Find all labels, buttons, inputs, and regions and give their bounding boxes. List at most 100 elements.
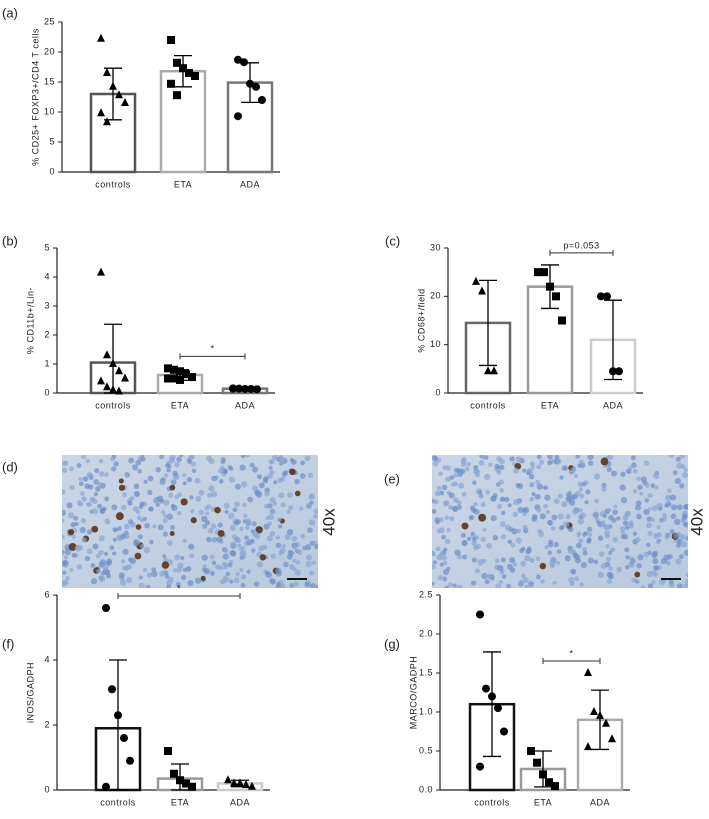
cell <box>509 456 515 462</box>
cell <box>587 557 594 564</box>
cell <box>230 541 237 548</box>
cell <box>456 554 462 560</box>
cell <box>679 455 686 459</box>
cell <box>494 558 500 563</box>
cell <box>308 519 316 526</box>
cell <box>636 562 642 569</box>
cell <box>683 503 688 510</box>
cell <box>570 568 576 575</box>
cell <box>622 520 629 526</box>
cell <box>82 476 89 482</box>
cell <box>520 560 527 567</box>
cell <box>269 578 276 585</box>
cell <box>80 491 85 496</box>
cell <box>548 539 554 545</box>
cell <box>478 513 487 522</box>
cell <box>581 562 586 568</box>
cell <box>498 479 504 485</box>
cell <box>607 455 614 461</box>
cell <box>506 563 513 570</box>
panel-label: (g) <box>384 636 400 651</box>
cell <box>545 509 551 515</box>
cell <box>496 469 502 475</box>
cell <box>601 482 607 488</box>
cell <box>126 577 133 584</box>
data-point <box>234 55 242 64</box>
cell <box>647 506 652 512</box>
cell <box>524 584 529 588</box>
cell <box>69 466 74 472</box>
data-point <box>191 72 199 80</box>
cell <box>315 584 318 588</box>
cell <box>637 554 644 561</box>
cell <box>166 579 173 586</box>
cell <box>124 534 130 540</box>
cell <box>118 572 125 579</box>
cell <box>643 551 650 558</box>
cell <box>521 573 526 579</box>
cell <box>432 508 437 514</box>
cell <box>234 501 240 508</box>
cell <box>608 550 613 555</box>
data-point <box>109 385 117 394</box>
cell <box>587 455 594 461</box>
cell <box>543 503 548 509</box>
cell <box>635 579 640 584</box>
cell <box>131 464 139 471</box>
cell <box>636 476 641 481</box>
cell <box>253 581 260 587</box>
cell <box>647 583 654 588</box>
significance-label: * <box>177 583 181 593</box>
data-point <box>552 292 560 301</box>
cell <box>239 547 244 552</box>
cell <box>68 543 77 551</box>
cell <box>507 539 513 545</box>
cell <box>292 558 297 563</box>
data-point <box>234 112 242 121</box>
cell <box>152 497 159 504</box>
cell <box>244 455 250 458</box>
cell <box>62 460 67 466</box>
cell <box>501 574 507 579</box>
cell <box>483 473 491 481</box>
magnification: 40x <box>687 508 706 536</box>
cell <box>134 552 142 560</box>
cell <box>259 554 267 561</box>
cell <box>174 462 180 468</box>
cell <box>115 512 124 521</box>
cell <box>66 502 73 509</box>
cell <box>266 535 273 542</box>
cell <box>664 534 670 540</box>
cell <box>171 479 176 485</box>
cell <box>473 501 478 507</box>
cell <box>223 562 229 568</box>
cell <box>564 555 571 562</box>
cell <box>69 484 75 491</box>
cell <box>490 515 497 522</box>
cell <box>529 482 535 488</box>
cell <box>188 543 195 550</box>
cell <box>522 511 527 517</box>
cell <box>481 558 487 564</box>
cell <box>294 490 301 497</box>
cell <box>172 568 178 573</box>
cell <box>683 467 688 473</box>
y-tick-label: 30 <box>430 242 441 252</box>
cell <box>634 536 641 543</box>
cell <box>652 550 659 557</box>
cell <box>229 579 234 584</box>
cell <box>275 535 280 540</box>
cell <box>537 528 543 535</box>
cell <box>201 515 208 523</box>
cell <box>469 514 475 520</box>
cell <box>217 529 225 537</box>
x-tick-label: controls <box>470 400 506 410</box>
cell <box>521 546 526 552</box>
cell <box>124 472 130 478</box>
y-tick-label: 0 <box>44 784 50 794</box>
cell <box>299 473 306 479</box>
cell <box>583 531 589 536</box>
data-point <box>490 366 498 375</box>
cell <box>219 565 224 571</box>
data-point <box>478 286 486 295</box>
